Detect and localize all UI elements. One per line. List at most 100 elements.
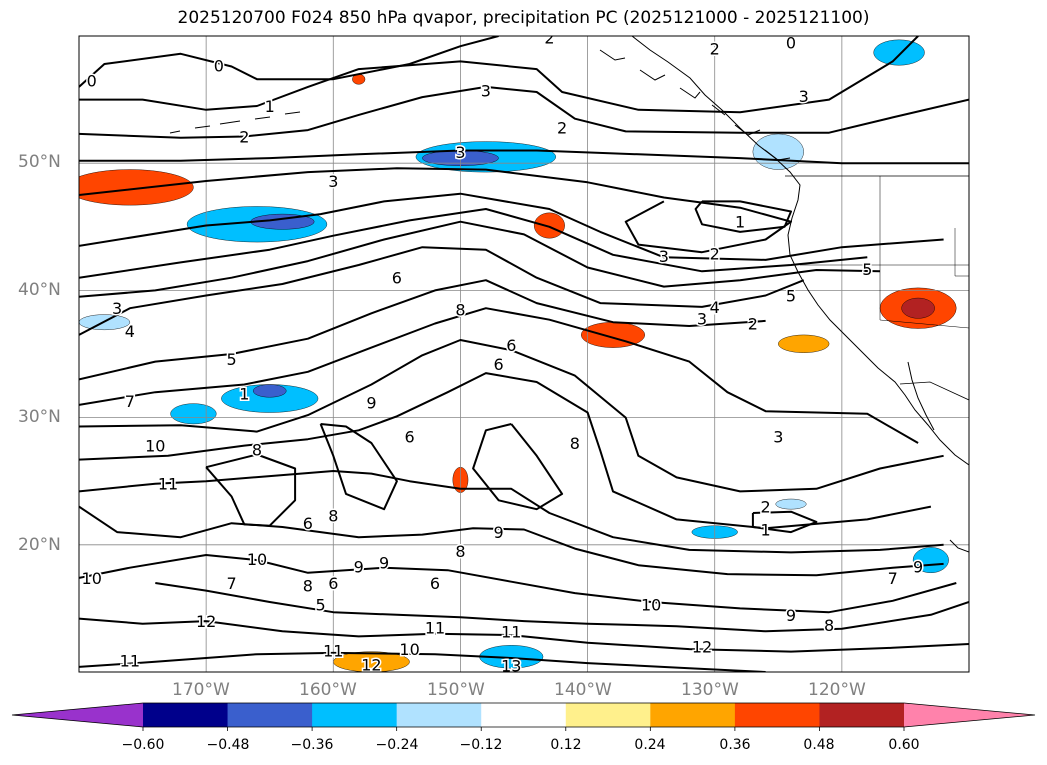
- baja-coastline: [907, 361, 935, 431]
- contour-label: 12: [361, 655, 381, 674]
- aleutian-islands: [169, 111, 301, 134]
- contour-label: 5: [226, 350, 236, 369]
- lon-label-140w: 140°W: [554, 680, 612, 700]
- colorbar-extend-min: [12, 703, 143, 727]
- colorbar-tick: −0.24: [375, 737, 419, 753]
- qvapor-contour: [472, 423, 564, 511]
- contour-label: 3: [455, 143, 465, 162]
- contour-label: 6: [506, 336, 516, 355]
- qvapor-contour: [79, 36, 919, 114]
- contour-label: 8: [570, 434, 580, 453]
- colorbar-tick: −0.36: [290, 737, 334, 753]
- qvapor-contour: [79, 246, 805, 336]
- contour-label: 3: [481, 82, 491, 101]
- colorbar-segment: [565, 703, 651, 727]
- contour-label: 2: [239, 127, 249, 146]
- contour-label: 11: [158, 475, 178, 494]
- colorbar-tick: −0.48: [206, 737, 250, 753]
- contour-label: 10: [82, 569, 102, 588]
- contour-label: 3: [659, 247, 669, 266]
- qvapor-contour: [79, 192, 944, 261]
- contour-label: 3: [773, 428, 783, 447]
- contour-label: 9: [379, 554, 389, 573]
- contour-label: 3: [112, 299, 122, 318]
- qvapor-contour: [79, 307, 919, 444]
- contour-label: 6: [493, 355, 503, 374]
- qvapor-contour: [205, 453, 297, 527]
- contour-label: 2: [544, 28, 554, 47]
- qvapor-contour: [79, 220, 881, 298]
- contour-label: 10: [247, 550, 267, 569]
- qvapor-contour: [319, 423, 398, 511]
- contour-label: 8: [824, 616, 834, 635]
- lon-label-120w: 120°W: [808, 680, 866, 700]
- contour-label: 7: [226, 574, 236, 593]
- contour-label: 6: [404, 428, 414, 447]
- contour-label: 5: [862, 260, 872, 279]
- precip-region: [901, 297, 935, 319]
- contour-label: 5: [315, 596, 325, 615]
- lon-label-170w: 170°W: [172, 680, 230, 700]
- contour-label: 3: [328, 172, 338, 191]
- qvapor-contour: [79, 372, 932, 530]
- qvapor-contour: [751, 510, 818, 534]
- contour-label: 12: [196, 612, 216, 631]
- contour-label: 8: [455, 300, 465, 319]
- contour-label: 9: [786, 606, 796, 625]
- contour-label: 8: [252, 440, 262, 459]
- colorbar: [11, 702, 1036, 731]
- precip-region: [252, 384, 287, 398]
- contour-label: 3: [799, 87, 809, 106]
- colorbar-tick: 0.12: [550, 737, 582, 753]
- contour-label: 1: [735, 213, 745, 232]
- contour-label: 7: [125, 392, 135, 411]
- qvapor-contour: [79, 208, 868, 279]
- qvapor-contour: [79, 554, 957, 614]
- colorbar-tick: 0.60: [888, 737, 920, 753]
- lat-label-40n: 40°N: [18, 280, 61, 300]
- contour-label: 8: [303, 577, 313, 596]
- colorbar-extend-max: [904, 703, 1035, 727]
- contour-label: 11: [120, 652, 140, 671]
- qvapor-contour: [155, 582, 969, 633]
- contour-label: 6: [303, 514, 313, 533]
- qvapor-contour: [79, 279, 766, 381]
- precip-region: [170, 403, 217, 425]
- lon-label-160w: 160°W: [299, 680, 357, 700]
- precipitation-shading: [79, 39, 957, 672]
- qvapor-contour: [79, 617, 969, 653]
- qvapor-contour: [79, 339, 944, 493]
- border-mexico: [899, 381, 969, 401]
- contour-label: 2: [710, 40, 720, 59]
- contour-label: 2: [748, 314, 758, 333]
- lat-label-50n: 50°N: [18, 152, 61, 172]
- contour-label: 11: [323, 641, 343, 660]
- contour-label: 10: [399, 640, 419, 659]
- precip-region: [775, 498, 807, 510]
- lon-label-130w: 130°W: [681, 680, 739, 700]
- contour-label: 9: [354, 557, 364, 576]
- qvapor-contour: [79, 149, 969, 165]
- qvapor-contours: [79, 36, 969, 672]
- contour-label: 2: [710, 245, 720, 264]
- precip-region: [79, 169, 194, 206]
- precip-region: [778, 334, 830, 353]
- contour-label: 0: [786, 33, 796, 52]
- contour-label: 1: [239, 384, 249, 403]
- qvapor-contour: [694, 200, 792, 233]
- contour-label: 4: [125, 322, 135, 341]
- contour-label: 1: [265, 97, 275, 116]
- contour-label: 4: [710, 298, 720, 317]
- lon-label-150w: 150°W: [427, 680, 485, 700]
- contour-label: 3: [697, 309, 707, 328]
- contour-label: 11: [425, 618, 445, 637]
- contour-label: 10: [641, 596, 661, 615]
- qvapor-contour: [79, 470, 944, 554]
- precip-region: [873, 39, 925, 66]
- gridlines: [79, 36, 969, 672]
- colorbar-segment: [650, 703, 736, 727]
- contour-label: 2: [557, 119, 567, 138]
- colorbar-segment: [143, 703, 229, 727]
- colorbar-tick: −0.60: [121, 737, 165, 753]
